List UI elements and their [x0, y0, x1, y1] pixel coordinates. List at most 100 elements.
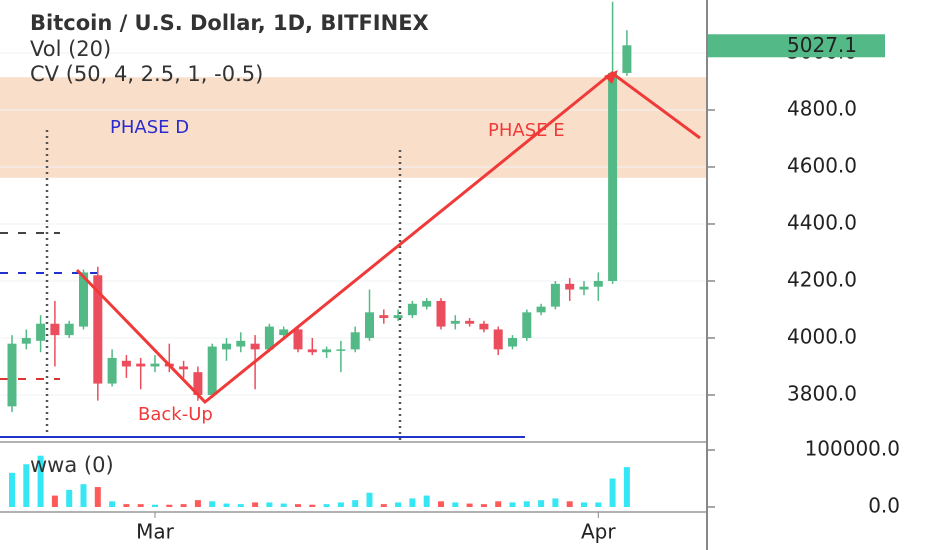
- indicator-bar: [409, 498, 416, 507]
- indicator-bar: [123, 504, 130, 507]
- candle-body: [450, 320, 460, 324]
- annotation: Back-Up: [138, 404, 213, 425]
- candle-body: [7, 343, 17, 407]
- indicator-label: wwa (0): [30, 453, 114, 477]
- indicator-bar: [423, 495, 430, 507]
- indicator-bar: [295, 504, 301, 507]
- last-price-box: [708, 34, 885, 58]
- y-tick-label: 4000.0: [787, 324, 857, 348]
- indicator-bar: [137, 504, 144, 507]
- candle-body: [179, 366, 189, 370]
- indicator-bar: [66, 489, 73, 507]
- candle-body: [622, 45, 632, 73]
- candle-body: [465, 320, 475, 324]
- candle-body: [508, 337, 517, 347]
- candle-body: [565, 283, 575, 290]
- candle-body: [279, 329, 289, 336]
- indicator-bar: [366, 492, 373, 507]
- candle-body: [136, 363, 146, 367]
- candle-body: [236, 340, 246, 347]
- candle-body: [608, 72, 618, 281]
- indicator-bar: [209, 501, 216, 507]
- indicator-bar: [309, 504, 316, 507]
- indicator-bar: [194, 500, 201, 507]
- candle-body: [493, 329, 503, 350]
- candle-body: [365, 312, 374, 338]
- arrow-head: [604, 70, 618, 84]
- indicator-bar: [280, 503, 287, 507]
- y-tick-label: 0.0: [868, 493, 900, 517]
- candle-body: [522, 312, 532, 338]
- x-tick-label: Apr: [581, 520, 616, 544]
- legend-entry: CV (50, 4, 2.5, 1, -0.5): [30, 62, 263, 86]
- indicator-bar: [23, 464, 30, 507]
- candle-body: [336, 349, 346, 351]
- indicator-bar: [323, 504, 330, 507]
- indicator-bar: [581, 502, 587, 507]
- indicator-bar: [523, 501, 530, 507]
- indicator-bar: [223, 503, 230, 507]
- trend-line: [75, 71, 701, 405]
- indicator-bar: [352, 500, 359, 507]
- y-tick-label: 4600.0: [787, 153, 857, 177]
- candle-body: [207, 346, 217, 395]
- x-tick-label: Mar: [136, 520, 175, 544]
- indicator-bar: [252, 502, 259, 507]
- price-zone: [0, 77, 706, 178]
- indicator-bar: [37, 455, 44, 507]
- candle-body: [121, 360, 131, 367]
- indicator-bar: [438, 501, 444, 507]
- candle-body: [307, 349, 317, 353]
- indicator-bar: [9, 472, 15, 507]
- candle-body: [21, 337, 31, 344]
- y-tick-label: 4800.0: [787, 97, 857, 121]
- y-tick-label: 4200.0: [787, 267, 857, 291]
- indicator-bar: [109, 501, 116, 507]
- candle-body: [579, 286, 589, 290]
- indicator-bar: [180, 504, 187, 507]
- candle-body: [250, 343, 260, 350]
- candle-body: [36, 323, 46, 341]
- candle-body: [150, 363, 160, 367]
- candle-body: [422, 300, 432, 307]
- candle-body: [322, 349, 332, 353]
- candle-body: [593, 280, 603, 287]
- indicator-bar: [509, 502, 516, 507]
- phase-label: PHASE D: [110, 117, 189, 138]
- indicator-bar: [380, 504, 387, 507]
- candle-body: [222, 343, 231, 350]
- indicator-bar: [337, 502, 344, 507]
- y-tick-label: 4400.0: [787, 210, 857, 234]
- candle-body: [407, 303, 417, 316]
- candle-body: [536, 306, 546, 313]
- chart-title: Bitcoin / U.S. Dollar, 1D, BITFINEX: [30, 11, 429, 35]
- indicator-bar: [552, 498, 559, 507]
- candle-body: [50, 323, 60, 336]
- indicator-bar: [466, 503, 473, 507]
- indicator-bar: [395, 502, 402, 507]
- indicator-bar: [266, 502, 273, 507]
- candle-body: [293, 329, 303, 350]
- indicator-bar: [623, 467, 630, 507]
- candle-body: [79, 272, 88, 327]
- indicator-bar: [480, 504, 487, 507]
- indicator-bar: [609, 478, 616, 507]
- candle-body: [93, 275, 103, 384]
- indicator-bar: [566, 501, 573, 507]
- y-tick-label: 3800.0: [787, 381, 857, 405]
- y-tick-label: 100000.0: [805, 437, 900, 461]
- candle-body: [479, 323, 489, 330]
- candle-body: [107, 357, 117, 384]
- phase-label: PHASE E: [488, 120, 565, 141]
- legend-entry: Vol (20): [30, 37, 111, 61]
- candle-body: [436, 300, 446, 327]
- indicator-bar: [152, 504, 158, 507]
- indicator-bar: [595, 502, 602, 507]
- indicator-bar: [51, 495, 58, 507]
- candle-body: [393, 315, 403, 319]
- indicator-bar: [495, 501, 502, 507]
- indicator-bar: [237, 504, 244, 507]
- indicator-bar: [452, 502, 459, 507]
- last-price-label: 5027.1: [787, 33, 857, 57]
